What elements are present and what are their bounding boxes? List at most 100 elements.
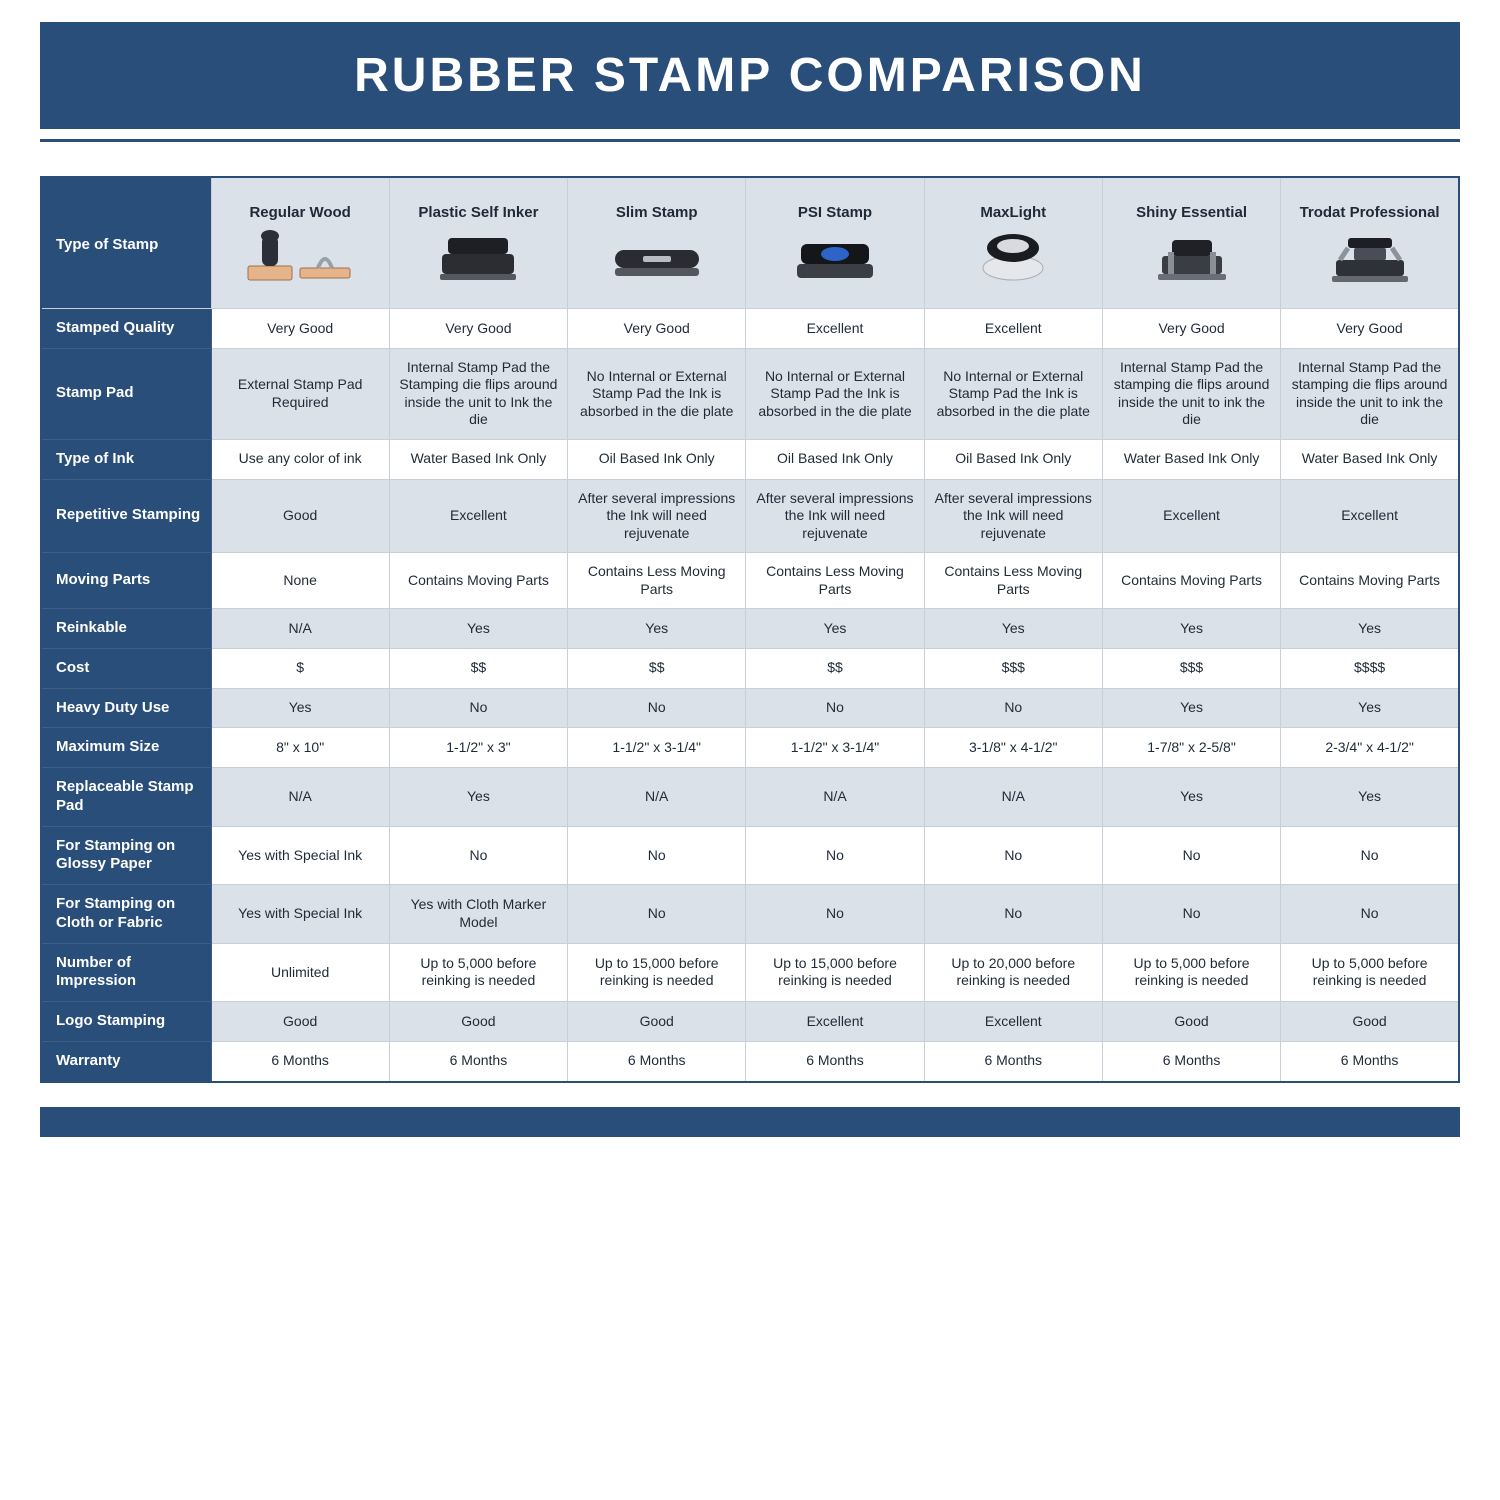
row-label: Moving Parts	[41, 553, 211, 609]
table-cell: No	[924, 826, 1102, 885]
table-cell: No	[568, 885, 746, 944]
table-cell: 6 Months	[211, 1041, 389, 1081]
page-title: RUBBER STAMP COMPARISON	[40, 22, 1460, 129]
table-cell: Excellent	[1281, 479, 1459, 553]
table-cell: $$$$	[1281, 648, 1459, 688]
table-cell: N/A	[568, 768, 746, 827]
row-label: Repetitive Stamping	[41, 479, 211, 553]
table-cell: Yes with Cloth Marker Model	[389, 885, 567, 944]
table-cell: No	[1281, 885, 1459, 944]
table-cell: No Internal or External Stamp Pad the In…	[924, 348, 1102, 439]
table-cell: Internal Stamp Pad the stamping die flip…	[1102, 348, 1280, 439]
col-header: MaxLight	[924, 177, 1102, 309]
table-row: Replaceable Stamp PadN/AYesN/AN/AN/AYesY…	[41, 768, 1459, 827]
table-cell: N/A	[211, 768, 389, 827]
table-cell: No Internal or External Stamp Pad the In…	[568, 348, 746, 439]
table-header-row: Type of Stamp Regular Wood Plastic Self …	[41, 177, 1459, 309]
page-frame: RUBBER STAMP COMPARISON Type of Stamp Re…	[0, 0, 1500, 1177]
shiny-essential-icon	[1132, 226, 1252, 286]
col-header-label: PSI Stamp	[752, 204, 917, 223]
col-header-label: MaxLight	[931, 204, 1096, 223]
table-row: Maximum Size8" x 10"1-1/2" x 3"1-1/2" x …	[41, 728, 1459, 768]
table-row: Logo StampingGoodGoodGoodExcellentExcell…	[41, 1002, 1459, 1042]
table-row: Cost$$$$$$$$$$$$$$$$$	[41, 648, 1459, 688]
table-cell: Good	[568, 1002, 746, 1042]
row-label: For Stamping on Cloth or Fabric	[41, 885, 211, 944]
row-label: Type of Ink	[41, 439, 211, 479]
table-cell: Oil Based Ink Only	[924, 439, 1102, 479]
table-cell: Water Based Ink Only	[1281, 439, 1459, 479]
table-row: Stamped QualityVery GoodVery GoodVery Go…	[41, 309, 1459, 349]
table-cell: N/A	[924, 768, 1102, 827]
table-cell: Oil Based Ink Only	[746, 439, 924, 479]
table-cell: No	[924, 885, 1102, 944]
table-cell: Yes	[389, 609, 567, 649]
table-cell: No	[746, 688, 924, 728]
table-cell: Yes	[746, 609, 924, 649]
table-cell: Yes	[1102, 609, 1280, 649]
table-cell: No	[1281, 826, 1459, 885]
col-header-label: Trodat Professional	[1287, 204, 1452, 223]
table-cell: Internal Stamp Pad the Stamping die flip…	[389, 348, 567, 439]
table-cell: N/A	[746, 768, 924, 827]
row-label: Stamp Pad	[41, 348, 211, 439]
table-cell: No Internal or External Stamp Pad the In…	[746, 348, 924, 439]
table-cell: Yes	[1102, 688, 1280, 728]
table-cell: Contains Moving Parts	[1281, 553, 1459, 609]
table-cell: Excellent	[746, 1002, 924, 1042]
table-row: For Stamping on Cloth or FabricYes with …	[41, 885, 1459, 944]
table-cell: Yes with Special Ink	[211, 885, 389, 944]
table-cell: Excellent	[924, 309, 1102, 349]
comparison-table: Type of Stamp Regular Wood Plastic Self …	[40, 176, 1460, 1083]
slim-stamp-icon	[597, 226, 717, 286]
table-cell: No	[746, 885, 924, 944]
title-divider	[40, 139, 1460, 142]
table-cell: 6 Months	[568, 1041, 746, 1081]
col-header: Slim Stamp	[568, 177, 746, 309]
table-body: Stamped QualityVery GoodVery GoodVery Go…	[41, 309, 1459, 1082]
col-header: Regular Wood	[211, 177, 389, 309]
table-cell: Very Good	[1281, 309, 1459, 349]
table-cell: Up to 15,000 before reinking is needed	[568, 943, 746, 1002]
col-header-label: Shiny Essential	[1109, 204, 1274, 223]
psi-stamp-icon	[775, 226, 895, 286]
col-header-label: Plastic Self Inker	[396, 204, 561, 223]
row-label: Cost	[41, 648, 211, 688]
footer-bar	[40, 1107, 1460, 1137]
self-inker-icon	[418, 226, 538, 286]
table-cell: 2-3/4" x 4-1/2"	[1281, 728, 1459, 768]
table-cell: N/A	[211, 609, 389, 649]
wood-stamp-icon	[240, 226, 360, 286]
table-cell: Up to 15,000 before reinking is needed	[746, 943, 924, 1002]
row-label: For Stamping on Glossy Paper	[41, 826, 211, 885]
table-row: Repetitive StampingGoodExcellentAfter se…	[41, 479, 1459, 553]
table-row: Warranty6 Months6 Months6 Months6 Months…	[41, 1041, 1459, 1081]
table-cell: Oil Based Ink Only	[568, 439, 746, 479]
col-header: Plastic Self Inker	[389, 177, 567, 309]
title-section: RUBBER STAMP COMPARISON	[40, 0, 1460, 176]
table-cell: Very Good	[211, 309, 389, 349]
table-cell: Excellent	[924, 1002, 1102, 1042]
table-cell: No	[389, 688, 567, 728]
table-cell: 6 Months	[1102, 1041, 1280, 1081]
table-cell: After several impressions the Ink will n…	[924, 479, 1102, 553]
col-header-label: Regular Wood	[218, 204, 383, 223]
table-cell: 1-1/2" x 3-1/4"	[568, 728, 746, 768]
table-cell: Excellent	[1102, 479, 1280, 553]
table-cell: Very Good	[568, 309, 746, 349]
col-header: Shiny Essential	[1102, 177, 1280, 309]
table-cell: Yes with Special Ink	[211, 826, 389, 885]
table-cell: 6 Months	[746, 1041, 924, 1081]
table-cell: No	[1102, 826, 1280, 885]
table-cell: Contains Moving Parts	[389, 553, 567, 609]
row-label: Replaceable Stamp Pad	[41, 768, 211, 827]
table-cell: After several impressions the Ink will n…	[568, 479, 746, 553]
row-label: Warranty	[41, 1041, 211, 1081]
table-cell: Yes	[211, 688, 389, 728]
table-cell: Yes	[1102, 768, 1280, 827]
table-cell: Good	[211, 1002, 389, 1042]
col-header-label: Slim Stamp	[574, 204, 739, 223]
table-cell: 3-1/8" x 4-1/2"	[924, 728, 1102, 768]
table-cell: Yes	[389, 768, 567, 827]
table-cell: No	[568, 826, 746, 885]
